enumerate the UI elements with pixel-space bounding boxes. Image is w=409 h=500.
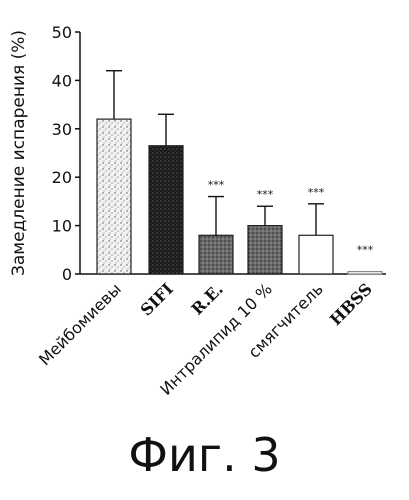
- bars: [97, 119, 382, 274]
- bar: [348, 272, 382, 274]
- y-tick-label: 40: [52, 71, 72, 90]
- bar: [97, 119, 131, 274]
- y-axis-label: Замедление испарения (%): [9, 30, 29, 276]
- y-tick-label: 50: [52, 23, 72, 42]
- error-bars: [106, 71, 324, 236]
- y-ticks: 0 10 20 30 40 50: [52, 23, 80, 284]
- figure-caption: Фиг. 3: [0, 428, 409, 482]
- x-tick-label: HBSS: [326, 279, 376, 329]
- significance-marker: ***: [357, 244, 374, 257]
- x-tick-labels: МейбомиевыSIFIR.E.Интралипид 10 %смягчит…: [35, 279, 376, 399]
- y-tick-label: 0: [62, 265, 72, 284]
- significance-marker: ***: [308, 186, 325, 199]
- significance-marker: ***: [257, 188, 274, 201]
- significance-marker: ***: [208, 179, 225, 192]
- bar: [299, 235, 333, 274]
- y-tick-label: 30: [52, 120, 72, 139]
- bar: [248, 226, 282, 274]
- bar: [149, 146, 183, 274]
- bar: [199, 235, 233, 274]
- x-tick-label: SIFI: [137, 279, 177, 319]
- y-tick-label: 20: [52, 168, 72, 187]
- x-tick-label: Мейбомиевы: [35, 279, 125, 369]
- x-tick-label: R.E.: [187, 279, 226, 318]
- y-tick-label: 10: [52, 217, 72, 236]
